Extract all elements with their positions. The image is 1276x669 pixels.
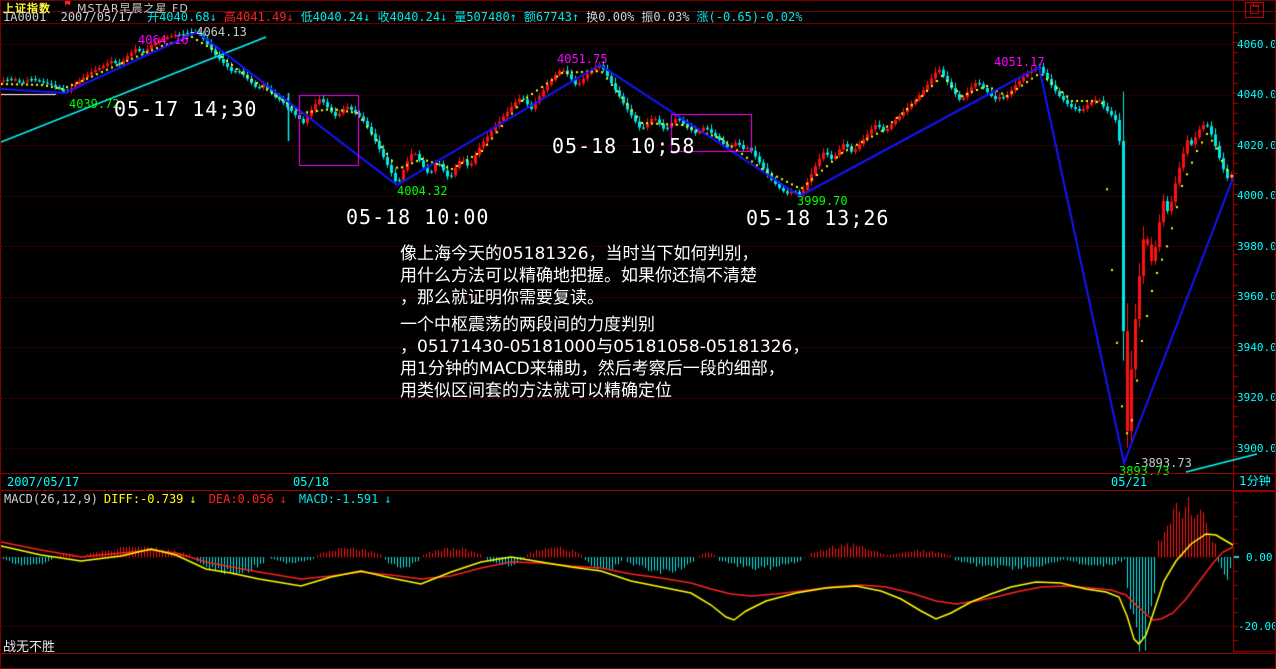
macd-indicator-chart[interactable]	[1, 491, 1275, 653]
price-axis-label: 4040.00	[1237, 89, 1275, 100]
date-axis-row: 2007/05/17 05/18 05/21 1分钟	[1, 473, 1275, 491]
pivot-price-label: 4051.17	[994, 55, 1045, 69]
pivot-price-label: 4064.16	[138, 33, 189, 47]
price-axis-label: 3980.00	[1237, 241, 1275, 252]
pivot-price-label: -4064.13	[189, 25, 247, 39]
main-price-chart[interactable]	[1, 23, 1275, 473]
note-paragraph: 一个中枢震荡的两段间的力度判别 ，05171430-05181000与051810…	[400, 315, 810, 401]
quote-field: 低4040.24↓	[300, 11, 371, 23]
period-selector[interactable]: 1分钟	[1233, 474, 1275, 490]
panel-divider	[1233, 1, 1234, 23]
title-bar: 上证指数 ⚑ MSTAR早晨之星 FD	[1, 0, 1275, 15]
time-annotation: 05-18 10;58	[552, 134, 696, 158]
restore-window-button[interactable]	[1245, 2, 1264, 18]
price-axis-label: 3940.00	[1237, 342, 1275, 353]
quote-field: 开4040.68↓	[147, 11, 217, 23]
macd-dea-value: DEA:0.056 ↓	[208, 492, 287, 506]
quote-field: 高4041.49↓	[223, 11, 294, 23]
quote-field: 收4040.24↓	[377, 11, 448, 23]
restore-icon	[1250, 5, 1259, 14]
pivot-price-label: 3893.73	[1119, 464, 1170, 478]
pivot-price-label: 4051.75	[557, 52, 608, 66]
pivot-price-label: 4039.72	[69, 97, 120, 111]
stock-code: 1A0001	[3, 11, 47, 23]
time-annotation: 05-18 13;26	[746, 206, 890, 230]
quote-field: 额67743↑	[523, 11, 580, 23]
price-axis-label: 4060.00	[1237, 39, 1275, 50]
price-axis-label: 3960.00	[1237, 291, 1275, 302]
price-axis-label: 3900.00	[1237, 443, 1275, 454]
price-axis-label: 3920.00	[1237, 392, 1275, 403]
pivot-price-label: 3999.70	[797, 194, 848, 208]
quote-bar: 1A0001 2007/05/17 开4040.68↓ 高4041.49↓ 低404…	[3, 11, 1233, 23]
quote-field: 量507480↑	[454, 11, 517, 23]
time-annotation: 05-17 14;30	[114, 97, 258, 121]
restore-icon-flap	[1253, 3, 1258, 7]
macd-macd-value: MACD:-1.591 ↓	[298, 492, 392, 506]
date-axis-label: 2007/05/17	[7, 475, 80, 489]
flag-icon: ⚑	[63, 0, 72, 10]
quote-field: 振0.03%	[641, 11, 690, 23]
macd-header: MACD(26,12,9) DIFF:-0.739 ↓ DEA:0.056 ↓ MACD:…	[4, 493, 404, 506]
status-bar-text: 战无不胜	[3, 640, 56, 655]
pivot-price-label: 4004.32	[397, 184, 448, 198]
date-axis-label: 05/21	[1111, 475, 1148, 489]
macd-diff-value: DIFF:-0.739 ↓	[103, 492, 197, 506]
quote-date: 2007/05/17	[60, 11, 133, 23]
note-paragraph: 像上海今天的05181326，当时当下如何判别， 用什么方法可以精确地把握。如果你…	[400, 244, 759, 308]
price-axis-label: 4020.00	[1237, 140, 1275, 151]
index-name: 上证指数	[3, 2, 51, 15]
price-axis-label: 4000.00	[1237, 190, 1275, 201]
macd-axis-label: 0.00	[1246, 551, 1273, 564]
quote-field: 涨(-0.65)-0.02%	[696, 11, 803, 23]
pivot-price-label: -3893.73	[1134, 456, 1192, 470]
macd-bottom-border	[1, 653, 1275, 654]
time-annotation: 05-18 10:00	[346, 205, 490, 229]
date-axis-label: 05/18	[293, 475, 330, 489]
macd-params: MACD(26,12,9)	[4, 492, 98, 506]
macd-axis-label: -20.00	[1238, 620, 1276, 633]
chart-title: MSTAR早晨之星 FD	[77, 2, 189, 15]
quote-field: 换0.00%	[586, 11, 635, 23]
quote-fields: 开4040.68↓ 高4041.49↓ 低4040.24↓ 收4040.24↓ 量507…	[147, 11, 809, 23]
